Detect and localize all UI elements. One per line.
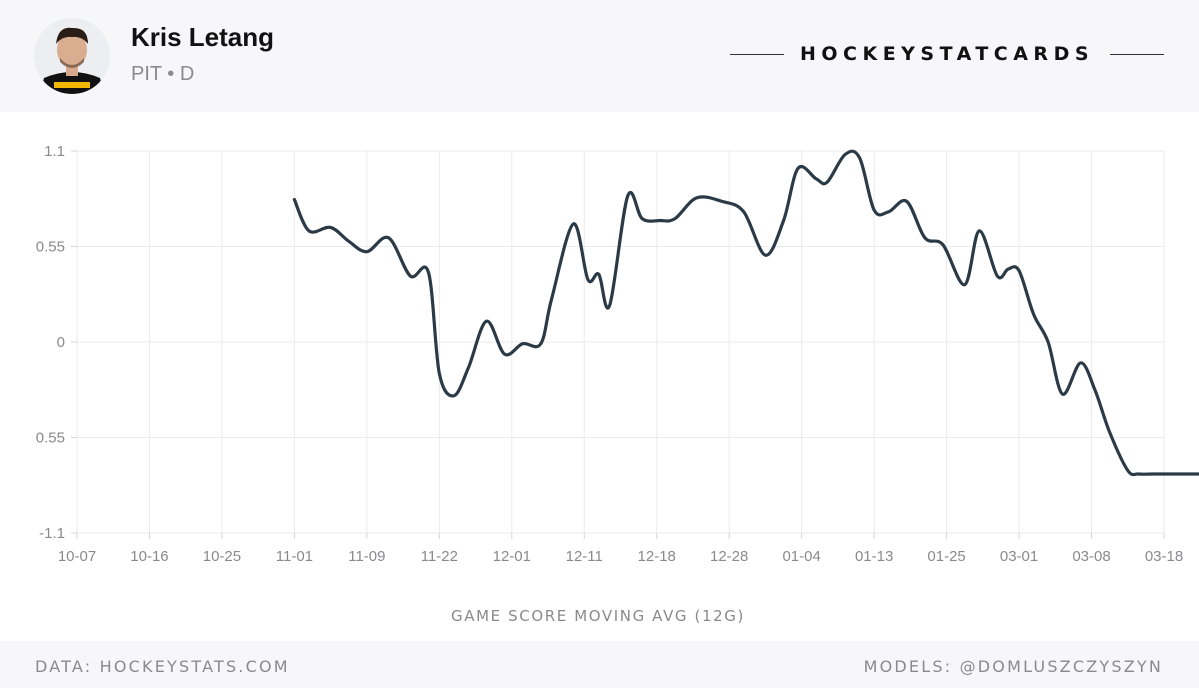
x-tick-label: 11-22 [421,548,458,565]
game-score-chart: 1.1 0.55 0 0.55 -1.1 10-07 10-16 10-25 11-01 11-… [36,143,1199,625]
model-credit: MODELS: @DOMLUSZCZYSZYN [863,657,1163,676]
brand-divider-left [730,54,784,55]
player-team-position: PIT • D [131,63,195,85]
brand-logo: HOCKEYSTATCARDS [730,40,1164,70]
x-tick-label: 12-11 [566,548,603,565]
card-footer: DATA: HOCKEYSTATS.COM MODELS: @DOMLUSZCZ… [0,641,1199,688]
x-tick-label: 11-09 [348,548,385,565]
x-tick-label: 12-01 [493,548,531,565]
y-tick-label: 0.55 [36,239,65,256]
brand-title: HOCKEYSTATCARDS [799,43,1095,65]
y-tick-label: 0 [57,334,65,351]
player-headshot-icon [34,18,110,94]
card-header: Kris Letang PIT • D HOCKEYSTATCARDS [0,0,1199,112]
player-name: Kris Letang [131,22,275,52]
x-tick-label: 03-08 [1072,548,1110,565]
y-tick-label: 1.1 [44,143,65,160]
x-tick-label: 10-25 [203,548,241,565]
brand-divider-right [1110,54,1164,55]
x-tick-label: 01-13 [855,548,893,565]
player-avatar [34,18,110,94]
data-source-credit: DATA: HOCKEYSTATS.COM [35,657,290,676]
x-tick-label: 10-16 [130,548,168,565]
x-tick-label: 12-18 [638,548,676,565]
y-axis-ticks: 1.1 0.55 0 0.55 -1.1 [36,143,77,542]
x-tick-label: 01-04 [782,548,820,565]
x-tick-label: 11-01 [276,548,313,565]
game-score-line [292,149,1199,477]
x-axis-title: GAME SCORE MOVING AVG (12G) [451,607,745,625]
x-axis-ticks: 10-07 10-16 10-25 11-01 11-09 11-22 12-01 12-11… [58,533,1183,565]
x-tick-label: 12-28 [710,548,748,565]
chart-grid [76,150,1165,534]
x-tick-label: 10-07 [58,548,96,565]
x-tick-label: 01-25 [927,548,965,565]
y-tick-label: -1.1 [39,525,65,542]
x-tick-label: 03-18 [1145,548,1183,565]
y-tick-label: 0.55 [36,430,65,447]
x-tick-label: 03-01 [1000,548,1038,565]
